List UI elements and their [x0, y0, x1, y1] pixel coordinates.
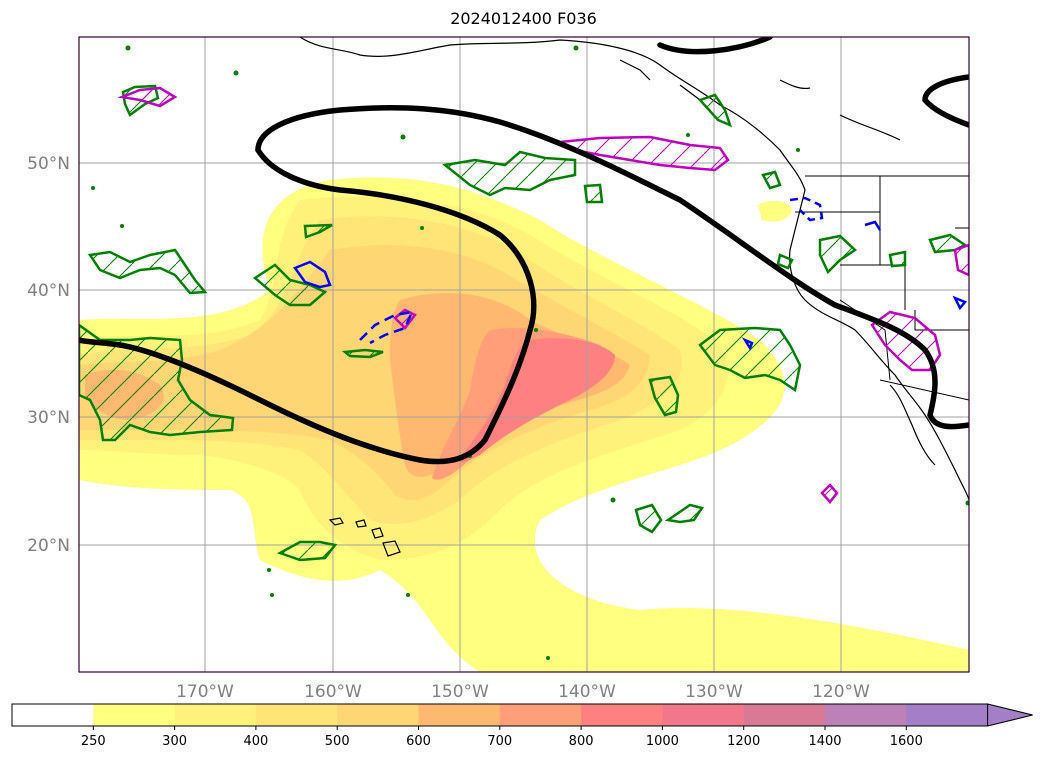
colorbar-tick-label: 700: [487, 734, 512, 749]
colorbar-tick-label: 800: [569, 734, 594, 749]
colorbar-segment: [743, 704, 826, 726]
coastlines: [299, 37, 969, 557]
colorbar-segment: [499, 704, 582, 726]
colorbar-segment: [825, 704, 907, 726]
lon-label-140w: 140°W: [558, 682, 616, 702]
map-frame: [78, 36, 970, 673]
lat-label-20: 20°N: [27, 536, 70, 556]
map-layers: [79, 37, 969, 672]
lon-label-120w: 120°W: [812, 682, 870, 702]
lon-label-160w: 160°W: [304, 682, 362, 702]
colorbar-segment: [418, 704, 501, 726]
jet-contours: [79, 37, 969, 465]
colorbar-segment: [337, 704, 419, 726]
lat-label-30: 30°N: [27, 408, 70, 428]
ivt-band-oregon: [758, 200, 792, 222]
colorbar-tick-label: 1600: [890, 734, 923, 749]
colorbar-segment: [174, 704, 257, 726]
green-contours: [79, 84, 968, 562]
colorbar-tick-label: 300: [162, 734, 187, 749]
blue-contours: [293, 196, 968, 351]
colorbar-tick-label: 1400: [808, 734, 841, 749]
colorbar-tick-label: 600: [406, 734, 431, 749]
colorbar-segment: [662, 704, 745, 726]
colorbar-tick-label: 400: [243, 734, 268, 749]
map-title: 2024012400 F036: [450, 9, 597, 28]
colorbar-tick-label: 1000: [646, 734, 679, 749]
colorbar-tick-label: 500: [325, 734, 350, 749]
lon-label-170w: 170°W: [176, 682, 234, 702]
colorbar-tick-label: 1200: [727, 734, 760, 749]
green-dots: [91, 45, 969, 660]
lat-label-40: 40°N: [27, 281, 70, 301]
colorbar-segment: [906, 704, 989, 726]
latitude-labels: 50°N 40°N 30°N 20°N: [27, 154, 70, 556]
longitude-labels: 170°W 160°W 150°W 140°W 130°W 120°W: [176, 682, 870, 702]
colorbar-segment: [255, 704, 338, 726]
lon-label-130w: 130°W: [685, 682, 743, 702]
colorbar-segment: [581, 704, 663, 726]
colorbar-segment: [93, 704, 176, 726]
colorbar-segment: [12, 704, 94, 726]
colorbar: 250 300 400 500 600 700 800 1000 1200 1400 1600: [11, 703, 1033, 749]
ivt-band-800: [458, 338, 615, 463]
colorbar-extend-arrow: [987, 703, 1033, 727]
lon-label-150w: 150°W: [431, 682, 489, 702]
colorbar-tick-label: 250: [81, 734, 106, 749]
lat-label-50: 50°N: [27, 154, 70, 174]
